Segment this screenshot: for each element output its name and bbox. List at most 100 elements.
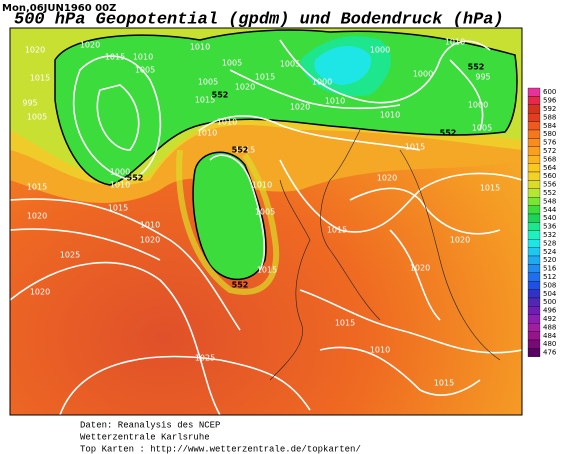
isobar-label: 1020 xyxy=(235,83,255,92)
isobar-label: 1005 xyxy=(255,208,275,217)
colorbar-label: 584 xyxy=(543,122,557,130)
isobar-label: 1015 xyxy=(105,53,125,62)
colorbar-swatch xyxy=(527,121,541,131)
isobar-label: 1020 xyxy=(27,212,47,221)
isobar-label: 1025 xyxy=(60,251,80,260)
colorbar-swatch xyxy=(527,138,541,147)
colorbar-swatch xyxy=(527,306,541,315)
colorbar-swatch xyxy=(527,239,541,248)
isobar-label: 1010 xyxy=(197,129,217,138)
colorbar-label: 572 xyxy=(543,147,556,155)
date-label: Mon,06JUN1960 00Z xyxy=(2,3,116,14)
isobar-label: 1000 xyxy=(413,70,433,79)
colorbar-label: 544 xyxy=(543,206,557,214)
isobar-label: 1010 xyxy=(217,118,237,127)
colorbar-swatch xyxy=(527,230,541,240)
isobar-label: 1010 xyxy=(325,97,345,106)
isobar-label: 1005 xyxy=(198,78,218,87)
colorbar-swatch xyxy=(527,129,541,139)
colorbar-swatch xyxy=(527,331,541,341)
isobar-label: 1010 xyxy=(370,346,390,355)
colorbar-swatch xyxy=(527,297,541,307)
colorbar-label: 564 xyxy=(543,164,557,172)
colorbar-label: 592 xyxy=(543,105,556,113)
colorbar-swatch xyxy=(527,323,541,332)
isobar-label: 1005 xyxy=(27,113,47,122)
colorbar-swatch xyxy=(527,264,541,273)
isobar-label: 1015 xyxy=(27,183,47,192)
geopotential-label: 552 xyxy=(440,129,457,138)
isobar-label: 1020 xyxy=(290,103,310,112)
colorbar-swatch xyxy=(527,272,541,282)
colorbar-label: 560 xyxy=(543,172,556,180)
isobar-label: 1020 xyxy=(450,236,470,245)
isobar-label: 1005 xyxy=(472,124,492,133)
colorbar-swatch xyxy=(527,188,541,198)
isobar-label: 1010 xyxy=(190,43,210,52)
geopotential-label: 552 xyxy=(212,91,229,100)
colorbar-label: 556 xyxy=(543,181,557,189)
colorbar-label: 500 xyxy=(543,298,556,306)
isobar-label: 1000 xyxy=(468,101,488,110)
colorbar-label: 488 xyxy=(543,323,556,331)
isobar-label: 1020 xyxy=(30,288,50,297)
isobar-label: 1000 xyxy=(110,168,130,177)
colorbar-label: 520 xyxy=(543,256,556,264)
isobar-label: 1020 xyxy=(140,236,160,245)
colorbar-label: 476 xyxy=(543,349,557,357)
map-title: 500 hPa Geopotential (gpdm) und Bodendru… xyxy=(14,10,504,29)
colorbar-swatch xyxy=(527,180,541,189)
colorbar-label: 596 xyxy=(543,97,557,105)
isobar-label: 1010 xyxy=(252,181,272,190)
colorbar-swatch xyxy=(527,281,541,290)
footer-text: Daten: Reanalysis des NCEP xyxy=(80,420,220,430)
isobar-label: 1015 xyxy=(480,184,500,193)
geopotential-label: 552 xyxy=(468,63,485,72)
colorbar-label: 484 xyxy=(543,332,557,340)
colorbar-swatch xyxy=(527,255,541,265)
isobar-label: 1015 xyxy=(30,74,50,83)
isobar-label: 1015 xyxy=(405,143,425,152)
colorbar-swatch xyxy=(527,146,541,156)
isobar-label: 1020 xyxy=(377,174,397,183)
colorbar-swatch xyxy=(527,213,541,223)
isobar-label: 1005 xyxy=(280,60,300,69)
footer-text: Top Karten : http://www.wetterzentrale.d… xyxy=(80,444,361,454)
colorbar-label: 528 xyxy=(543,239,556,247)
colorbar-swatch xyxy=(527,113,541,122)
isobar-label: 1005 xyxy=(222,59,242,68)
isobar-label: 1010 xyxy=(110,181,130,190)
isobar-label: 1015 xyxy=(108,204,128,213)
isobar-label: 1025 xyxy=(195,354,215,363)
colorbar-swatch xyxy=(527,247,541,257)
isobar-label: 1015 xyxy=(257,266,277,275)
colorbar-label: 532 xyxy=(543,231,556,239)
colorbar-swatch xyxy=(527,171,541,181)
isobar-label: 1020 xyxy=(80,41,100,50)
isobar-label: 1010 xyxy=(380,111,400,120)
isobar-label: 1000 xyxy=(370,46,390,55)
isobar-label: 1015 xyxy=(235,146,255,155)
isobar-label: 1020 xyxy=(25,46,45,55)
colorbar-label: 480 xyxy=(543,340,556,348)
colorbar-swatch xyxy=(527,339,541,349)
colorbar-label: 568 xyxy=(543,155,556,163)
colorbar-label: 548 xyxy=(543,197,556,205)
colorbar-label: 492 xyxy=(543,315,556,323)
colorbar-swatch xyxy=(527,314,541,324)
colorbar-swatch xyxy=(527,222,541,231)
isobar-label: 1015 xyxy=(195,96,215,105)
colorbar-swatch xyxy=(527,348,541,357)
isobar-label: 1010 xyxy=(445,38,465,47)
isobar-label: 1020 xyxy=(410,264,430,273)
colorbar-label: 496 xyxy=(543,307,557,315)
isobar-label: 1010 xyxy=(133,53,153,62)
colorbar-swatch xyxy=(527,205,541,215)
footer-text: Wetterzentrale Karlsruhe xyxy=(80,432,210,442)
isobar-label: 1000 xyxy=(312,78,332,87)
colorbar-label: 524 xyxy=(543,248,557,256)
colorbar-swatch xyxy=(527,155,541,164)
colorbar-label: 600 xyxy=(543,88,556,96)
